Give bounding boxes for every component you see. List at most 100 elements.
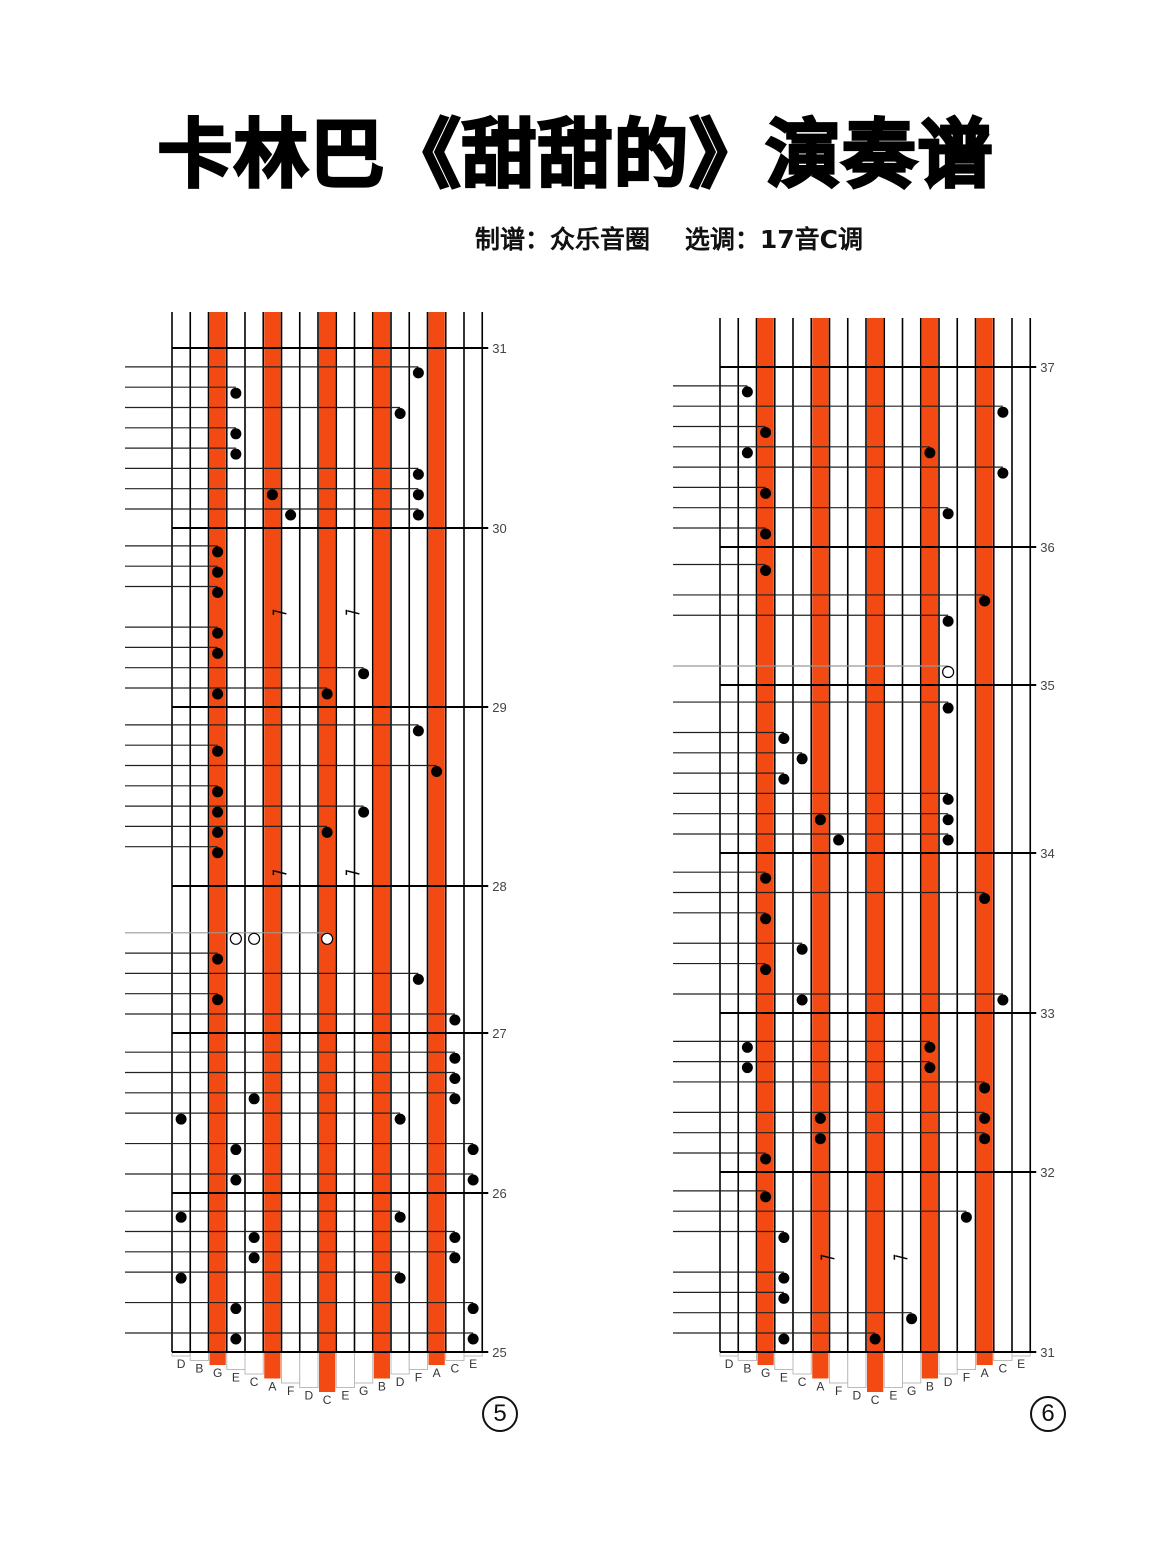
key-label: E: [1017, 1357, 1025, 1371]
measure-number: 37: [1040, 360, 1054, 375]
note-dot: [212, 847, 224, 859]
key-label: B: [378, 1380, 386, 1394]
note-dot: [449, 1093, 461, 1105]
measure-number: 31: [1040, 1345, 1054, 1360]
note-dot: [760, 528, 772, 540]
measure-number: 30: [492, 521, 506, 536]
note-dot: [869, 1333, 881, 1345]
key-label: A: [268, 1380, 276, 1394]
note-dot: [412, 725, 424, 737]
tine-highlight: [264, 312, 281, 1379]
note-dot: [212, 745, 224, 757]
measure-number: 33: [1040, 1006, 1054, 1021]
note-dot: [924, 1041, 936, 1053]
page-number: 6: [1030, 1396, 1066, 1432]
tine-highlight: [812, 318, 829, 1379]
note-dot: [212, 688, 224, 700]
note-dot: [979, 893, 991, 904]
note-dot: [814, 1133, 826, 1145]
note-dot: [175, 1113, 187, 1125]
note-dot: [230, 1144, 242, 1156]
tine-tip: [737, 1351, 757, 1361]
note-dot: [431, 766, 443, 777]
note-dot: [796, 943, 808, 955]
tine-tip: [883, 1351, 903, 1388]
note-dot: [979, 1082, 991, 1094]
half-note: [248, 932, 261, 945]
note-dot: [997, 994, 1009, 1006]
note-dot: [394, 1211, 406, 1223]
tine-tip: [902, 1351, 922, 1384]
key-label: D: [944, 1375, 953, 1389]
note-dot: [412, 367, 424, 379]
key-label: B: [926, 1380, 934, 1394]
note-dot: [467, 1303, 479, 1315]
tine-tip: [938, 1351, 958, 1375]
tine-tip: [189, 1351, 209, 1361]
note-dot: [979, 1112, 991, 1124]
measure-number: 32: [1040, 1165, 1054, 1180]
note-dot: [467, 1174, 479, 1186]
key-label: D: [396, 1375, 405, 1389]
key-label: G: [359, 1384, 368, 1398]
rest-mark: [820, 1254, 835, 1260]
key-label: C: [451, 1362, 460, 1376]
key-label: B: [743, 1362, 751, 1376]
note-dot: [942, 834, 954, 846]
key-label: D: [725, 1357, 734, 1371]
rest-mark: [893, 1254, 908, 1260]
key-label: B: [195, 1362, 203, 1376]
note-dot: [230, 1174, 242, 1186]
note-dot: [449, 1052, 461, 1064]
note-dot: [321, 688, 333, 700]
note-dot: [960, 1211, 972, 1223]
key-label: E: [780, 1371, 788, 1385]
note-dot: [248, 1232, 260, 1243]
tine-tip: [299, 1351, 319, 1388]
tine-highlight: [976, 318, 993, 1365]
tine-tip: [774, 1351, 794, 1370]
key-label: C: [999, 1362, 1008, 1376]
note-dot: [212, 994, 224, 1006]
note-dot: [778, 773, 790, 785]
note-dot: [760, 964, 772, 976]
note-dot: [760, 1153, 772, 1165]
half-note: [229, 932, 242, 945]
note-dot: [814, 1112, 826, 1124]
tine-tip: [226, 1351, 246, 1370]
key-label: E: [232, 1371, 240, 1385]
note-dot: [321, 826, 333, 838]
note-dot: [212, 546, 224, 558]
note-dot: [760, 1191, 772, 1203]
tine-tip: [390, 1351, 410, 1375]
note-dot: [997, 467, 1009, 479]
note-dot: [449, 1014, 461, 1026]
note-dot: [942, 508, 954, 520]
note-dot: [778, 1333, 790, 1345]
note-dot: [449, 1073, 461, 1084]
note-dot: [760, 872, 772, 884]
tine-highlight: [867, 318, 884, 1392]
key-label: F: [963, 1371, 970, 1385]
key-label: F: [287, 1384, 294, 1398]
note-dot: [412, 509, 424, 521]
note-dot: [212, 627, 224, 639]
measure-number: 26: [492, 1186, 506, 1201]
key-label: F: [415, 1371, 422, 1385]
note-dot: [942, 814, 954, 826]
measure-number: 27: [492, 1026, 506, 1041]
note-dot: [796, 994, 808, 1006]
note-dot: [358, 668, 370, 680]
note-dot: [760, 487, 772, 499]
key-label: G: [907, 1384, 916, 1398]
note-dot: [230, 1333, 242, 1345]
note-dot: [778, 1272, 790, 1284]
note-dot: [212, 786, 224, 798]
note-dot: [230, 387, 242, 399]
tine-tip: [354, 1351, 374, 1384]
note-dot: [248, 1093, 260, 1105]
note-dot: [230, 1303, 242, 1315]
note-dot: [796, 753, 808, 765]
tine-highlight: [319, 312, 336, 1392]
